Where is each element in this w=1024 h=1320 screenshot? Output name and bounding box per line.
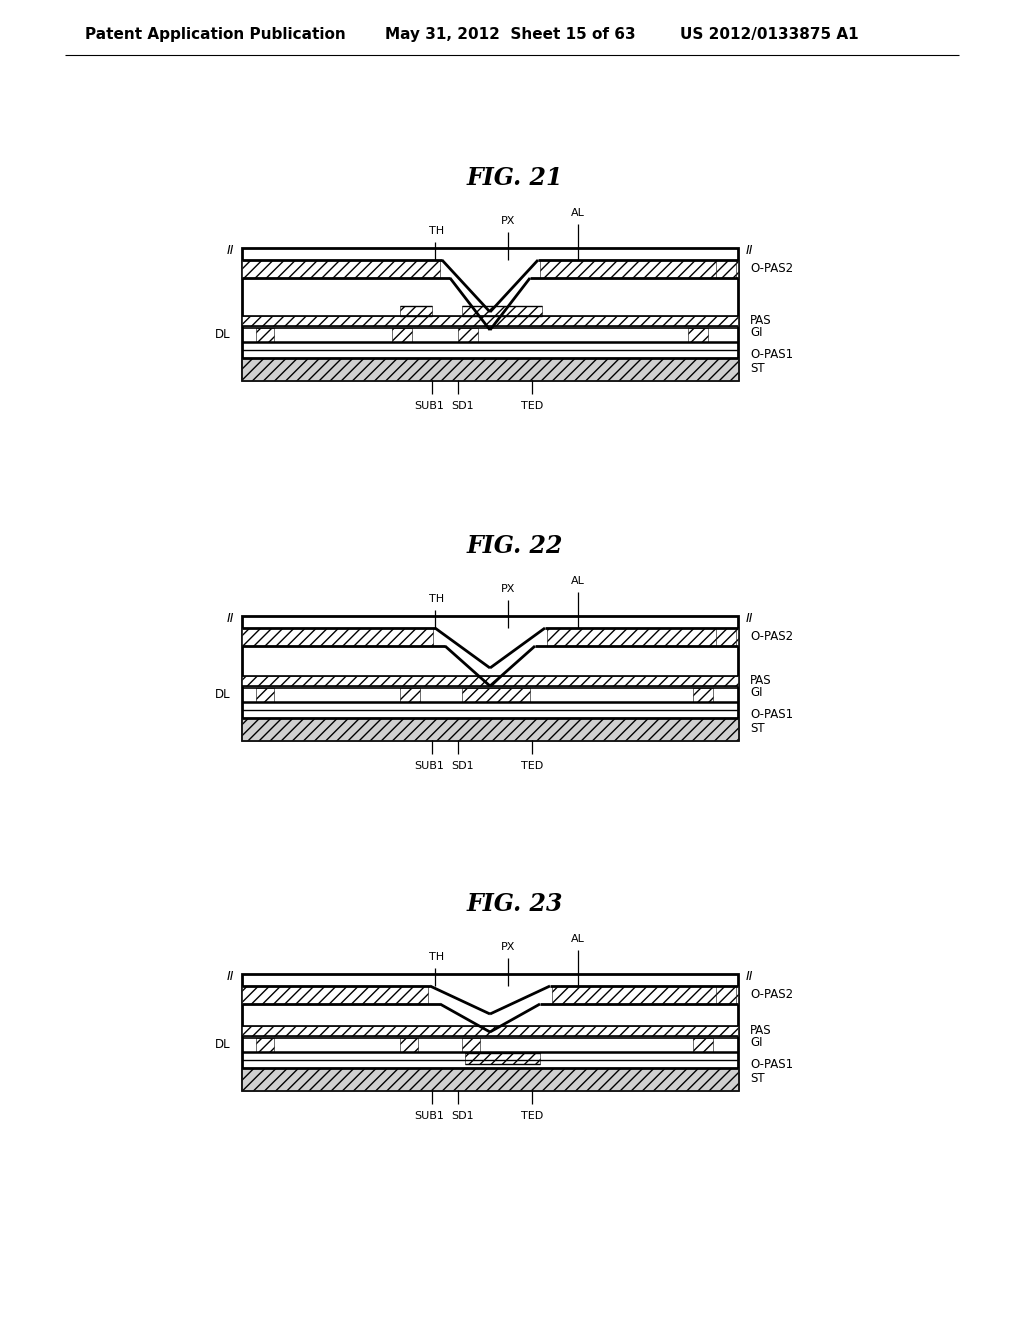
Text: O-PAS1: O-PAS1 <box>750 347 794 360</box>
Text: O-PAS1: O-PAS1 <box>750 708 794 721</box>
Bar <box>462 688 530 702</box>
Bar <box>242 1068 738 1090</box>
Bar <box>256 1038 274 1052</box>
Bar <box>462 306 542 315</box>
Text: AL: AL <box>571 209 585 218</box>
Text: DL: DL <box>214 329 230 342</box>
Bar <box>256 688 274 702</box>
Text: GI: GI <box>750 326 763 339</box>
Bar <box>242 315 738 326</box>
Bar <box>693 1038 713 1052</box>
Bar <box>465 1053 540 1064</box>
Bar <box>540 260 738 279</box>
Text: II: II <box>226 244 234 257</box>
Bar <box>716 986 736 1005</box>
Text: FIG. 21: FIG. 21 <box>467 166 563 190</box>
Text: GI: GI <box>750 1036 763 1049</box>
Text: DL: DL <box>214 1039 230 1052</box>
Text: DL: DL <box>214 689 230 701</box>
Bar <box>688 327 708 342</box>
Text: PAS: PAS <box>750 675 772 688</box>
Text: PX: PX <box>501 583 515 594</box>
Bar <box>716 628 736 645</box>
Text: ST: ST <box>750 1072 765 1085</box>
Text: PAS: PAS <box>750 314 772 327</box>
Bar <box>256 327 274 342</box>
Text: TED: TED <box>521 401 543 411</box>
Text: II: II <box>226 612 234 624</box>
Text: Patent Application Publication: Patent Application Publication <box>85 28 346 42</box>
Bar <box>400 306 432 315</box>
Bar <box>242 718 738 741</box>
Bar <box>242 974 738 1090</box>
Bar <box>242 248 738 380</box>
Text: O-PAS2: O-PAS2 <box>750 263 794 276</box>
Text: TH: TH <box>429 594 444 605</box>
Text: SD1: SD1 <box>452 1111 474 1121</box>
Bar <box>242 260 440 279</box>
Text: ST: ST <box>750 363 765 375</box>
Bar <box>552 986 738 1005</box>
Bar <box>242 986 428 1005</box>
Text: TH: TH <box>429 226 444 236</box>
Bar <box>400 688 420 702</box>
Text: II: II <box>226 970 234 983</box>
Text: May 31, 2012  Sheet 15 of 63: May 31, 2012 Sheet 15 of 63 <box>385 28 636 42</box>
Text: II: II <box>746 612 754 624</box>
Text: SD1: SD1 <box>452 401 474 411</box>
Bar <box>693 688 713 702</box>
Bar <box>400 1038 418 1052</box>
Bar <box>458 327 478 342</box>
Bar <box>242 676 738 686</box>
Text: O-PAS2: O-PAS2 <box>750 989 794 1002</box>
Bar <box>392 327 412 342</box>
Bar <box>242 628 433 645</box>
Text: FIG. 23: FIG. 23 <box>467 892 563 916</box>
Text: PX: PX <box>501 216 515 226</box>
Bar <box>716 260 736 279</box>
Text: O-PAS1: O-PAS1 <box>750 1057 794 1071</box>
Text: ST: ST <box>750 722 765 735</box>
Text: TH: TH <box>429 952 444 962</box>
Text: SUB1: SUB1 <box>414 1111 444 1121</box>
Text: TED: TED <box>521 1111 543 1121</box>
Text: II: II <box>746 970 754 983</box>
Text: TED: TED <box>521 762 543 771</box>
Bar <box>547 628 738 645</box>
Text: US 2012/0133875 A1: US 2012/0133875 A1 <box>680 28 859 42</box>
Bar <box>242 358 738 380</box>
Text: II: II <box>746 244 754 257</box>
Text: PAS: PAS <box>750 1024 772 1038</box>
Text: SUB1: SUB1 <box>414 762 444 771</box>
Text: FIG. 22: FIG. 22 <box>467 535 563 558</box>
Bar <box>462 1038 480 1052</box>
Text: GI: GI <box>750 686 763 700</box>
Text: AL: AL <box>571 576 585 586</box>
Text: SUB1: SUB1 <box>414 401 444 411</box>
Text: O-PAS2: O-PAS2 <box>750 631 794 644</box>
Text: PX: PX <box>501 942 515 952</box>
Text: SD1: SD1 <box>452 762 474 771</box>
Text: AL: AL <box>571 935 585 944</box>
Bar <box>242 616 738 741</box>
Bar <box>242 1026 738 1036</box>
